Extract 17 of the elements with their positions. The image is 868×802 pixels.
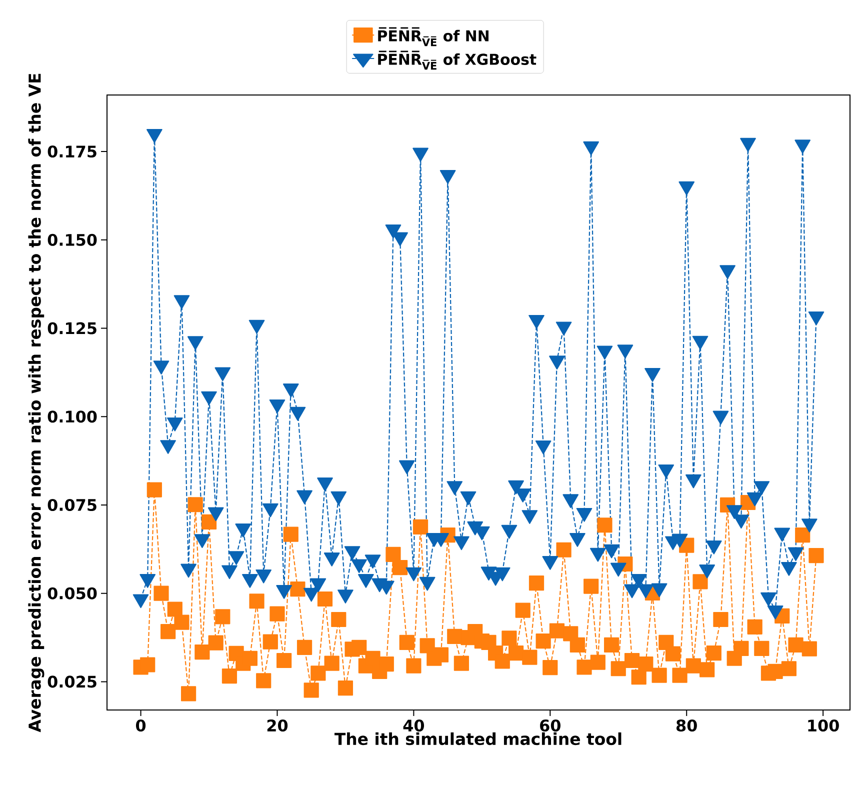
y-tick-label: 0.025 xyxy=(48,676,96,688)
y-tick-label: 0.175 xyxy=(48,146,96,158)
legend-label: P̅E̅N̅R̅$_{V̅E̅}$ of XGBoost xyxy=(378,50,536,70)
x-tick-label: 20 xyxy=(267,720,288,732)
legend-label: P̅E̅N̅R̅$_{V̅E̅}$ of NN xyxy=(378,27,488,46)
x-tick-label: 80 xyxy=(676,720,697,732)
y-tick-label: 0.075 xyxy=(48,498,96,512)
y-tick-label: 0.125 xyxy=(48,322,96,334)
x-tick-label: 0 xyxy=(136,720,146,732)
x-axis-title: The ith simulated machine tool xyxy=(334,732,622,746)
y-tick-label: 0.050 xyxy=(48,587,97,600)
x-tick-label: 40 xyxy=(403,720,424,732)
y-tick-label: 0.150 xyxy=(48,234,97,246)
y-axis-title: Average prediction error norm ratio with respect to the norm of the VE xyxy=(28,74,44,732)
y-tick-label: 0.100 xyxy=(48,410,97,423)
x-tick-label: 60 xyxy=(540,720,560,732)
x-tick-label: 100 xyxy=(808,720,839,732)
